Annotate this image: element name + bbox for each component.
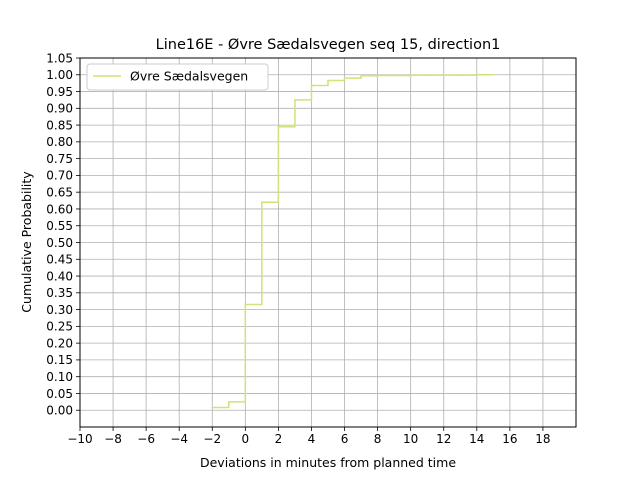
series-line [212, 74, 494, 409]
series-point [310, 84, 313, 87]
y-tick-label: 0.90 [46, 102, 73, 116]
y-tick-label: 0.35 [46, 286, 73, 300]
series-layer [211, 73, 495, 409]
series-point [244, 303, 247, 306]
y-axis-label: Cumulative Probability [19, 171, 34, 313]
series-point [261, 201, 263, 204]
y-tick-label: 0.65 [46, 185, 73, 199]
series-point [442, 74, 445, 76]
y-tick-label: 0.50 [46, 236, 73, 250]
y-tick-label: 0.55 [46, 219, 73, 233]
y-tick-label: 1.00 [46, 68, 73, 82]
x-tick-label: 8 [374, 432, 382, 446]
x-tick-label: −2 [203, 432, 221, 446]
x-tick-label: −8 [104, 432, 122, 446]
series-point [294, 99, 296, 101]
legend-box [86, 63, 269, 91]
y-tick-label: 0.70 [46, 169, 73, 183]
y-tick-label: 0.85 [46, 118, 73, 132]
y-tick-label: 0.00 [46, 404, 73, 418]
x-axis-label: Deviations in minutes from planned time [200, 455, 456, 470]
series-point [327, 79, 329, 82]
x-tick-label: 16 [502, 432, 517, 446]
x-tick-label: 12 [436, 432, 451, 446]
x-tick-label: 0 [242, 432, 250, 446]
series-point [376, 74, 379, 77]
x-axis-ticks: −10 −8 −6 −4 −2 0 2 4 6 8 10 12 14 16 18 [67, 427, 551, 446]
series-point [476, 73, 478, 76]
y-tick-label: 0.20 [46, 336, 73, 350]
x-tick-label: 18 [535, 432, 550, 446]
x-tick-label: 14 [469, 432, 484, 446]
series-point [360, 74, 362, 77]
y-tick-label: 0.80 [46, 135, 73, 149]
y-tick-label: 0.95 [46, 85, 73, 99]
series-point [409, 74, 412, 76]
x-tick-label: −4 [170, 432, 188, 446]
y-tick-label: 0.30 [46, 303, 73, 317]
x-tick-label: 2 [275, 432, 283, 446]
series-point [228, 401, 230, 403]
y-tick-label: 0.10 [46, 370, 73, 384]
y-tick-label: 0.45 [46, 253, 73, 267]
x-tick-label: 4 [308, 432, 316, 446]
legend-label: Øvre Sædalsvegen [130, 69, 248, 84]
x-tick-label: −10 [67, 432, 92, 446]
x-tick-label: 10 [403, 432, 418, 446]
y-tick-label: 1.05 [46, 51, 73, 65]
series-point [211, 406, 214, 409]
series-point [426, 74, 429, 76]
x-tick-label: 6 [341, 432, 349, 446]
series-point [277, 125, 280, 128]
y-tick-label: 0.05 [46, 387, 73, 401]
y-tick-label: 0.75 [46, 152, 73, 166]
y-tick-label: 0.40 [46, 269, 73, 283]
y-axis-ticks: 0.00 0.05 0.10 0.15 0.20 0.25 0.30 0.35 0.40 0.45… [46, 51, 80, 418]
legend: Øvre Sædalsvegen [86, 63, 269, 91]
series-point [459, 74, 462, 76]
y-tick-label: 0.15 [46, 353, 73, 367]
y-tick-label: 0.25 [46, 320, 73, 334]
y-tick-label: 0.60 [46, 202, 73, 216]
series-point [393, 74, 395, 77]
x-tick-label: −6 [137, 432, 155, 446]
series-point [492, 73, 495, 76]
chart-title: Line16E - Øvre Sædalsvegen seq 15, direc… [156, 37, 501, 53]
series-point [343, 77, 346, 79]
